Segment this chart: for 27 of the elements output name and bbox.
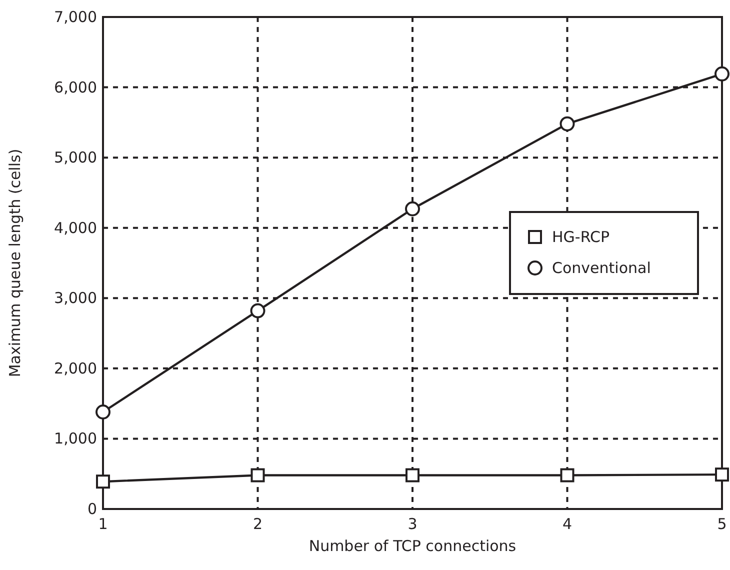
y-axis-title: Maximum queue length (cells) [6,148,24,378]
y-tick-label: 0 [87,500,97,518]
point [250,468,265,482]
x-tick-label: 1 [98,515,108,533]
x-tick-label: 2 [252,515,263,533]
x-tick-label: 3 [408,515,418,533]
y-tick-label: 5,000 [54,148,97,167]
y-tick-label: 4,000 [54,218,97,237]
point [560,468,574,482]
x-axis-title: Number of TCP connections [308,537,516,555]
y-tick-label: 6,000 [54,78,97,96]
point [96,404,110,420]
x-tick-label: 4 [562,515,572,533]
point [714,66,730,82]
point [96,474,110,489]
point [405,201,420,216]
legend-label: HG-RCP [552,228,610,246]
y-tick-label: 1,000 [54,430,97,448]
y-tick-label: 3,000 [54,289,97,308]
x-tick-label: 5 [717,515,727,533]
legend-label: Conventional [552,259,651,277]
y-tick-label: 7,000 [54,8,97,26]
point [560,116,575,132]
point [250,303,266,318]
point [715,468,729,482]
y-tick-label: 2,000 [54,359,97,378]
point [406,468,420,482]
